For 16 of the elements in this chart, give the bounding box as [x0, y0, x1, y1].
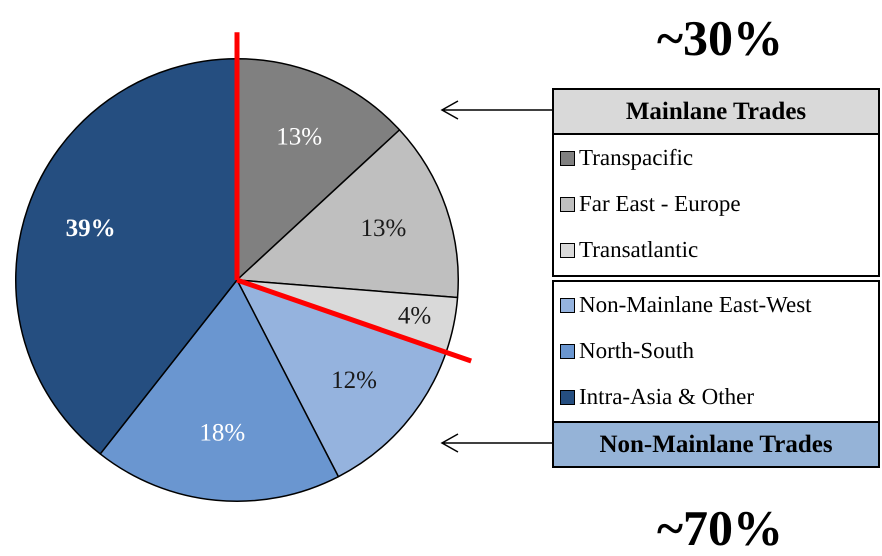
data-label: 13% [360, 214, 406, 242]
data-label: 13% [276, 124, 322, 151]
legend-label: Far East - Europe [579, 191, 741, 217]
text: Non-Mainlane Trades [552, 421, 880, 468]
legend-label: North-South [579, 338, 694, 364]
legend-label: Transatlantic [579, 237, 698, 263]
data-label: 39% [66, 214, 116, 242]
text: Mainlane Trades [552, 88, 880, 135]
data-label: 18% [199, 420, 246, 447]
data-label: 12% [331, 366, 377, 394]
text: ~30% [656, 10, 784, 66]
legend-label: Transpacific [579, 145, 694, 171]
data-label: 4% [398, 302, 432, 330]
legend-label: Non-Mainlane East-West [579, 292, 812, 318]
text: ~70% [656, 500, 784, 556]
legend-label: Intra-Asia & Other [579, 384, 754, 410]
